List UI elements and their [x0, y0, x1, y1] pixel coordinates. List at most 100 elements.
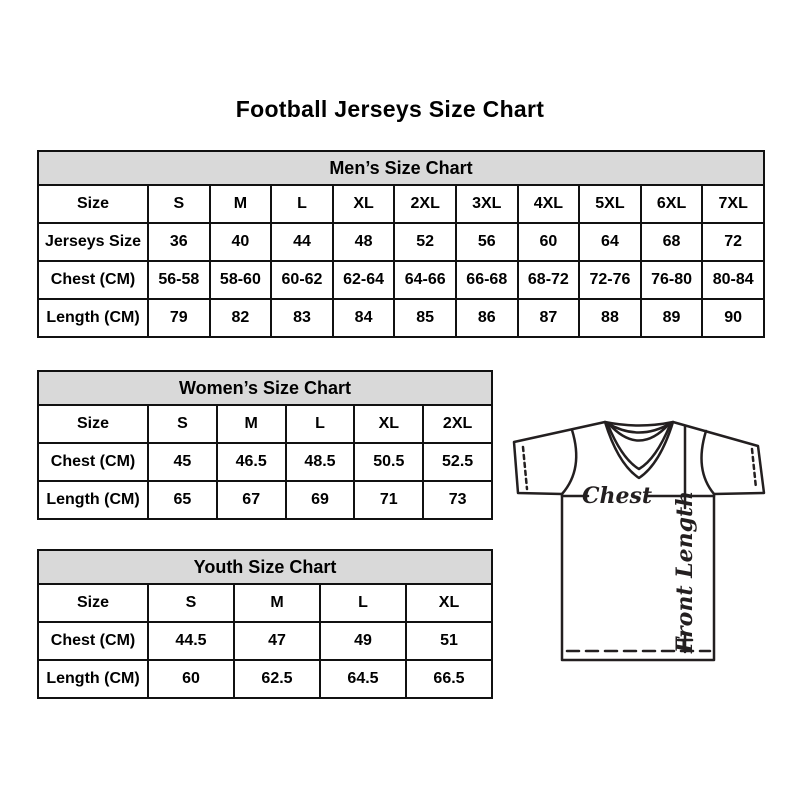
value-cell: M [233, 583, 321, 623]
value-cell: 56 [454, 222, 519, 262]
page-title: Football Jerseys Size Chart [235, 96, 545, 122]
value-cell: L [284, 404, 356, 444]
collar-curve-2 [607, 422, 671, 442]
value-cell: M [215, 404, 287, 444]
value-cell: 7XL [701, 184, 765, 224]
table-row: Jerseys Size 36 40 44 48 52 56 60 64 68 72 [37, 222, 765, 262]
value-cell: L [270, 184, 334, 224]
value-cell: 44.5 [147, 621, 235, 661]
value-cell: 49 [319, 621, 407, 661]
table-title: Men’s Size Chart [37, 150, 765, 186]
value-cell: 58-60 [208, 260, 273, 300]
value-cell: 51 [405, 621, 493, 661]
value-cell: 79 [147, 298, 211, 338]
value-cell: 45 [147, 442, 218, 482]
value-cell: 87 [516, 298, 581, 338]
row-label-cell: Size [37, 583, 149, 623]
value-cell: 64-66 [393, 260, 457, 300]
value-cell: 73 [422, 480, 493, 520]
value-cell: 62-64 [331, 260, 396, 300]
value-cell: 64.5 [319, 659, 407, 699]
value-cell: 4XL [516, 184, 581, 224]
mens-size-table: Men’s Size Chart Size S M L XL 2XL 3XL 4XL 5XL 6XL… [37, 150, 765, 338]
value-cell: 71 [353, 480, 425, 520]
value-cell: 47 [233, 621, 321, 661]
value-cell: 64 [578, 222, 642, 262]
row-label-cell: Size [37, 404, 149, 444]
value-cell: 50.5 [353, 442, 425, 482]
row-label-cell: Chest (CM) [37, 260, 149, 300]
jersey-outline-icon [512, 420, 766, 662]
value-cell: 52 [393, 222, 457, 262]
value-cell: 89 [639, 298, 704, 338]
value-cell: M [208, 184, 273, 224]
value-cell: 40 [208, 222, 273, 262]
value-cell: 5XL [578, 184, 642, 224]
table-row: Size S M L XL 2XL 3XL 4XL 5XL 6XL 7XL [37, 184, 765, 224]
value-cell: 90 [701, 298, 765, 338]
table-row: Length (CM) 79 82 83 84 85 86 87 88 89 90 [37, 298, 765, 338]
value-cell: 3XL [454, 184, 519, 224]
right-armhole-seam [700, 429, 716, 496]
row-label-cell: Length (CM) [37, 298, 149, 338]
collar-curve-1 [605, 421, 673, 434]
table-row: Chest (CM) 56-58 58-60 60-62 62-64 64-66 66-68… [37, 260, 765, 300]
value-cell: 88 [578, 298, 642, 338]
youth-size-table: Youth Size Chart Size S M L XL Chest (CM) 44.5 4… [37, 549, 493, 699]
front-length-measure-label: Front Length [672, 491, 698, 654]
value-cell: 84 [331, 298, 396, 338]
row-label-cell: Jerseys Size [37, 222, 149, 262]
value-cell: 62.5 [233, 659, 321, 699]
value-cell: 80-84 [701, 260, 765, 300]
value-cell: 60-62 [270, 260, 334, 300]
row-label-cell: Length (CM) [37, 480, 149, 520]
value-cell: 67 [215, 480, 287, 520]
value-cell: 6XL [639, 184, 704, 224]
value-cell: S [147, 583, 235, 623]
table-row: Length (CM) 65 67 69 71 73 [37, 480, 493, 520]
jersey-measurement-diagram: Chest Front Length [512, 420, 766, 662]
row-label-cell: Chest (CM) [37, 442, 149, 482]
value-cell: 65 [147, 480, 218, 520]
collar-outer-v [603, 420, 675, 480]
row-label-cell: Chest (CM) [37, 621, 149, 661]
value-cell: 69 [284, 480, 356, 520]
table-header-row: Youth Size Chart [37, 549, 493, 585]
value-cell: 2XL [393, 184, 457, 224]
value-cell: 60 [147, 659, 235, 699]
collar-inner-v [606, 423, 672, 471]
value-cell: XL [353, 404, 425, 444]
value-cell: 76-80 [639, 260, 704, 300]
left-armhole-seam [560, 428, 578, 496]
value-cell: 48 [331, 222, 396, 262]
value-cell: 86 [454, 298, 519, 338]
value-cell: 66.5 [405, 659, 493, 699]
value-cell: S [147, 184, 211, 224]
value-cell: 36 [147, 222, 211, 262]
value-cell: XL [405, 583, 493, 623]
value-cell: 60 [516, 222, 581, 262]
value-cell: 83 [270, 298, 334, 338]
table-row: Size S M L XL [37, 583, 493, 623]
left-cuff-stitch-line [521, 445, 529, 491]
value-cell: 82 [208, 298, 273, 338]
row-label-cell: Length (CM) [37, 659, 149, 699]
value-cell: 44 [270, 222, 334, 262]
table-header-row: Women’s Size Chart [37, 370, 493, 406]
value-cell: 52.5 [422, 442, 493, 482]
value-cell: 2XL [422, 404, 493, 444]
table-row: Chest (CM) 44.5 47 49 51 [37, 621, 493, 661]
value-cell: XL [331, 184, 396, 224]
value-cell: L [319, 583, 407, 623]
row-label-cell: Size [37, 184, 149, 224]
value-cell: 48.5 [284, 442, 356, 482]
value-cell: 46.5 [215, 442, 287, 482]
table-title: Women’s Size Chart [37, 370, 493, 406]
table-title: Youth Size Chart [37, 549, 493, 585]
table-row: Chest (CM) 45 46.5 48.5 50.5 52.5 [37, 442, 493, 482]
value-cell: 68-72 [516, 260, 581, 300]
chest-measure-label: Chest [582, 483, 652, 509]
table-header-row: Men’s Size Chart [37, 150, 765, 186]
table-row: Length (CM) 60 62.5 64.5 66.5 [37, 659, 493, 699]
